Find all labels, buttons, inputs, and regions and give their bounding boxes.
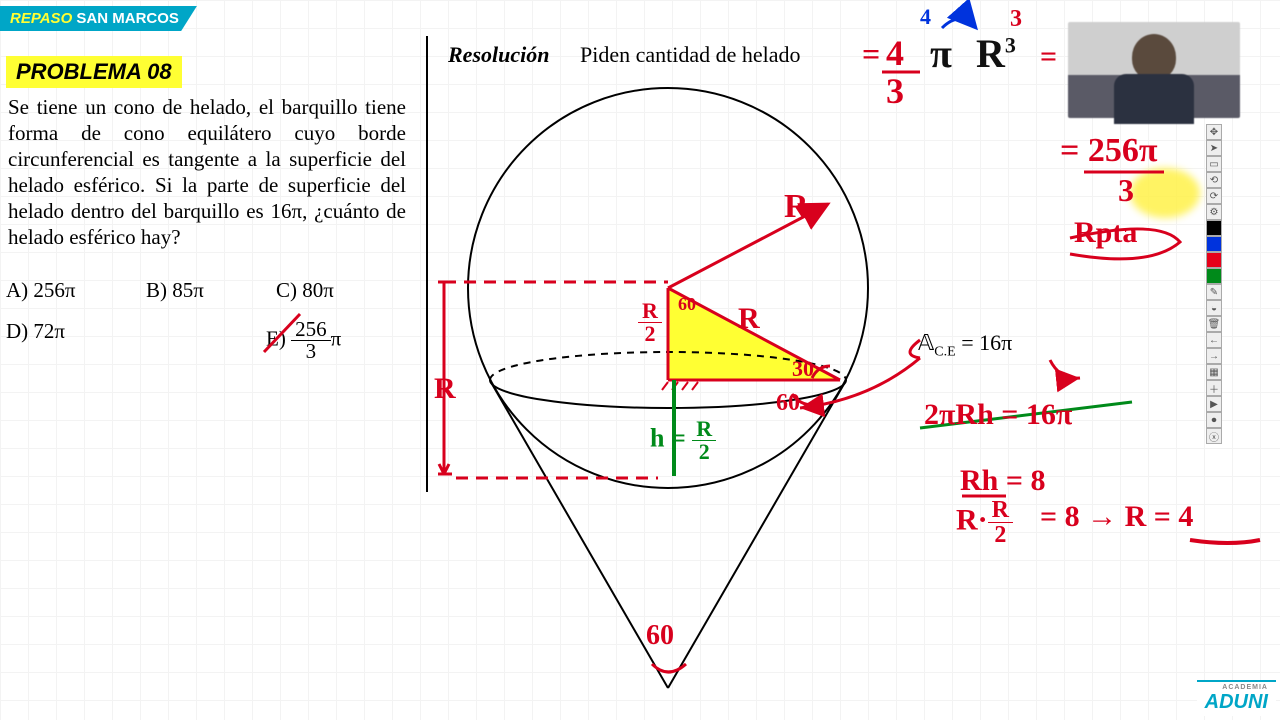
anno-3bot: 3 <box>886 70 904 112</box>
anno-eq-tail: = <box>1040 40 1057 74</box>
label-R-hypo: R <box>738 302 760 336</box>
label-30: 30 <box>792 356 814 382</box>
label-left-R: R <box>434 372 456 406</box>
geometry-drawing <box>0 0 1280 720</box>
anno-pi: π <box>930 30 952 77</box>
label-R-arrow: R <box>784 188 809 226</box>
label-Rhalf: R2 <box>638 300 662 345</box>
label-60-apex: 60 <box>646 620 674 652</box>
anno-4-top: 4 <box>920 4 931 30</box>
anno-eq-prefix: = <box>862 36 880 73</box>
label-60-side: 60 <box>776 390 800 417</box>
anno-over3: 3 <box>1118 172 1134 209</box>
label-60-top: 60 <box>678 294 696 315</box>
anno-256pi: = 256π <box>1060 132 1158 170</box>
anno-2pirh: 2πRh = 16π <box>924 398 1072 432</box>
anno-R3: R3 <box>976 30 1016 77</box>
anno-3-top: 3 <box>1010 6 1022 33</box>
anno-rr2: R·R2 <box>956 498 1013 547</box>
anno-4: 4 <box>886 32 904 74</box>
anno-rh8: Rh = 8 <box>960 464 1045 498</box>
anno-rpta: Rpta <box>1074 216 1137 250</box>
aduni-logo: ACADEMIA ADUNI <box>1197 680 1276 716</box>
anno-eq8: = 8 → R = 4 <box>1040 500 1193 534</box>
label-h-eq: h = R2 <box>650 418 716 463</box>
area-casquete-label: 𝔸C.E = 16π <box>918 330 1012 360</box>
